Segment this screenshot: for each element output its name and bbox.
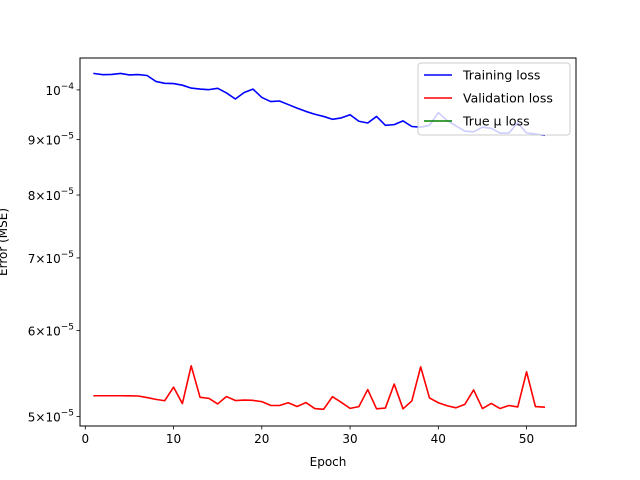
x-axis: 0 10 20 30 40 50 [81,426,534,446]
legend: Training loss Validation loss True μ loss [417,62,571,136]
series-line [93,364,546,411]
legend-label: Training loss [462,68,540,83]
y-axis-label: Error (MSE) [0,208,10,276]
y-tick-label: 10−4 [45,82,74,98]
y-tick-label: 9×10−5 [28,132,74,148]
plot-frame [79,57,577,427]
legend-item: True μ loss [424,114,530,129]
y-axis: 5×10−5 6×10−5 7×10−5 8×10−5 9×10−5 10−4 [28,82,80,424]
legend-item: Validation loss [424,91,553,106]
x-tick-label: 10 [166,432,181,446]
x-tick-label: 40 [431,432,446,446]
legend-label: True μ loss [462,114,530,129]
x-axis-label: Epoch [310,455,347,469]
x-tick-label: 50 [519,432,534,446]
legend-item: Training loss [424,68,540,83]
x-tick-label: 0 [81,432,89,446]
legend-box [417,62,571,136]
x-tick-label: 30 [342,432,357,446]
series-validation-loss [93,364,546,411]
y-tick-label: 8×10−5 [28,187,74,203]
y-tick-label: 6×10−5 [28,323,74,339]
y-tick-label: 7×10−5 [28,250,74,266]
legend-label: Validation loss [463,91,553,106]
x-tick-label: 20 [254,432,269,446]
y-tick-label: 5×10−5 [28,408,74,424]
